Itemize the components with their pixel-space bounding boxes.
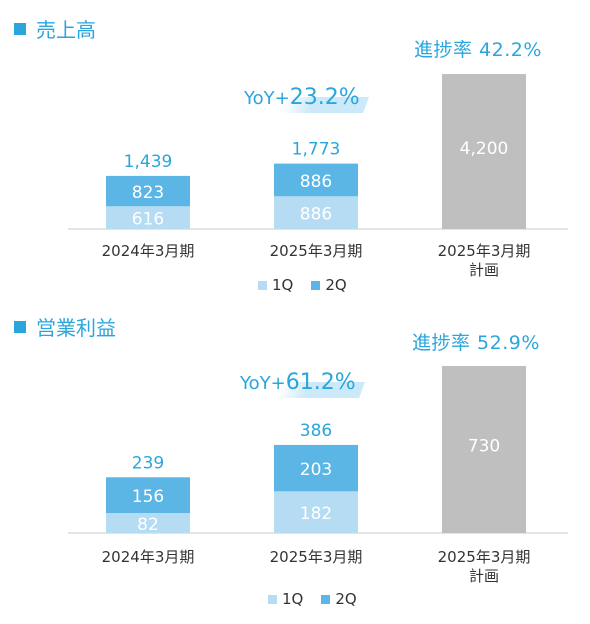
- legend-swatch-2q: [321, 594, 331, 604]
- legend-item-2q: 2Q: [321, 590, 357, 608]
- category-label: 2025年3月期: [270, 548, 363, 566]
- category-label: 2024年3月期: [102, 548, 195, 566]
- bar-label-2q: 823: [132, 183, 164, 203]
- legend-swatch-1q: [258, 280, 267, 290]
- bar-2q: [274, 163, 358, 197]
- sales-legend: 1Q 2Q: [258, 276, 347, 294]
- bar-total-label: 239: [132, 453, 164, 473]
- category-label: 2025年3月期: [270, 242, 363, 260]
- bar-1q: [274, 491, 358, 533]
- op-title-text: 営業利益: [36, 316, 116, 340]
- bar-total-label: 386: [300, 421, 332, 441]
- legend-swatch-2q: [311, 280, 321, 290]
- sales-chart: 616 823 1,439 886 886 1,773 4,200 2024年3月期 2025年…: [68, 74, 568, 279]
- bar-label-2q: 886: [300, 172, 332, 192]
- category-label: 計画: [469, 261, 499, 279]
- bar-label-plan: 730: [468, 436, 500, 456]
- legend-label-2q: 2Q: [325, 276, 347, 294]
- category-label: 2024年3月期: [102, 242, 195, 260]
- category-label: 2025年3月期: [438, 548, 531, 566]
- op-profit-chart: 82 156 239 182 203 386 730 2024年3月期 2025年3月期 2025…: [68, 366, 568, 585]
- yoy-value: 61.2%: [285, 370, 356, 395]
- op-profit-panel: 営業利益 進捗率 52.9% YoY+61.2% 82 156 239 182 203 3…: [0, 306, 590, 624]
- bar-label-plan: 4,200: [460, 139, 509, 159]
- bar-total-label: 1,773: [292, 140, 341, 160]
- sales-title-text: 売上高: [36, 18, 96, 42]
- yoy-prefix: YoY+: [240, 373, 286, 394]
- bar-1q: [106, 206, 190, 229]
- bar-label-1q: 82: [137, 515, 159, 535]
- legend-label-1q: 1Q: [282, 590, 304, 608]
- op-yoy-badge: YoY+61.2%: [240, 370, 365, 398]
- bar-label-1q: 886: [300, 205, 332, 225]
- legend-label-2q: 2Q: [335, 590, 357, 608]
- category-label: 計画: [469, 567, 499, 585]
- section-square-icon: [14, 22, 26, 35]
- legend-item-1q: 1Q: [258, 276, 293, 294]
- bar-2q: [106, 175, 190, 207]
- op-legend: 1Q 2Q: [268, 590, 357, 608]
- sales-yoy-badge: YoY+23.2%: [244, 85, 369, 113]
- bar-label-2q: 156: [132, 487, 164, 507]
- category-label: 2025年3月期: [438, 242, 531, 260]
- bar-1q: [274, 196, 358, 229]
- legend-item-1q: 1Q: [268, 590, 303, 608]
- bar-1q: [106, 513, 190, 533]
- sales-progress-rate: 進捗率 42.2%: [414, 39, 542, 61]
- yoy-value: 23.2%: [289, 85, 360, 110]
- bar-plan: [442, 74, 526, 229]
- bar-label-1q: 616: [132, 210, 164, 230]
- yoy-prefix: YoY+: [244, 88, 290, 109]
- op-section-title: 営業利益: [14, 312, 116, 341]
- section-square-icon: [14, 320, 26, 333]
- bar-plan: [442, 366, 526, 533]
- bar-total-label: 1,439: [124, 152, 173, 172]
- legend-item-2q: 2Q: [311, 276, 347, 294]
- legend-label-1q: 1Q: [272, 276, 294, 294]
- bar-2q: [274, 444, 358, 492]
- op-progress-rate: 進捗率 52.9%: [412, 332, 540, 354]
- bar-2q: [106, 477, 190, 513]
- bar-label-2q: 203: [300, 460, 332, 480]
- sales-section-title: 売上高: [14, 14, 96, 43]
- legend-swatch-1q: [268, 594, 277, 604]
- bar-label-1q: 182: [300, 504, 332, 524]
- sales-panel: 売上高 進捗率 42.2% YoY+23.2% 616 823 1,439 886 88…: [0, 0, 590, 306]
